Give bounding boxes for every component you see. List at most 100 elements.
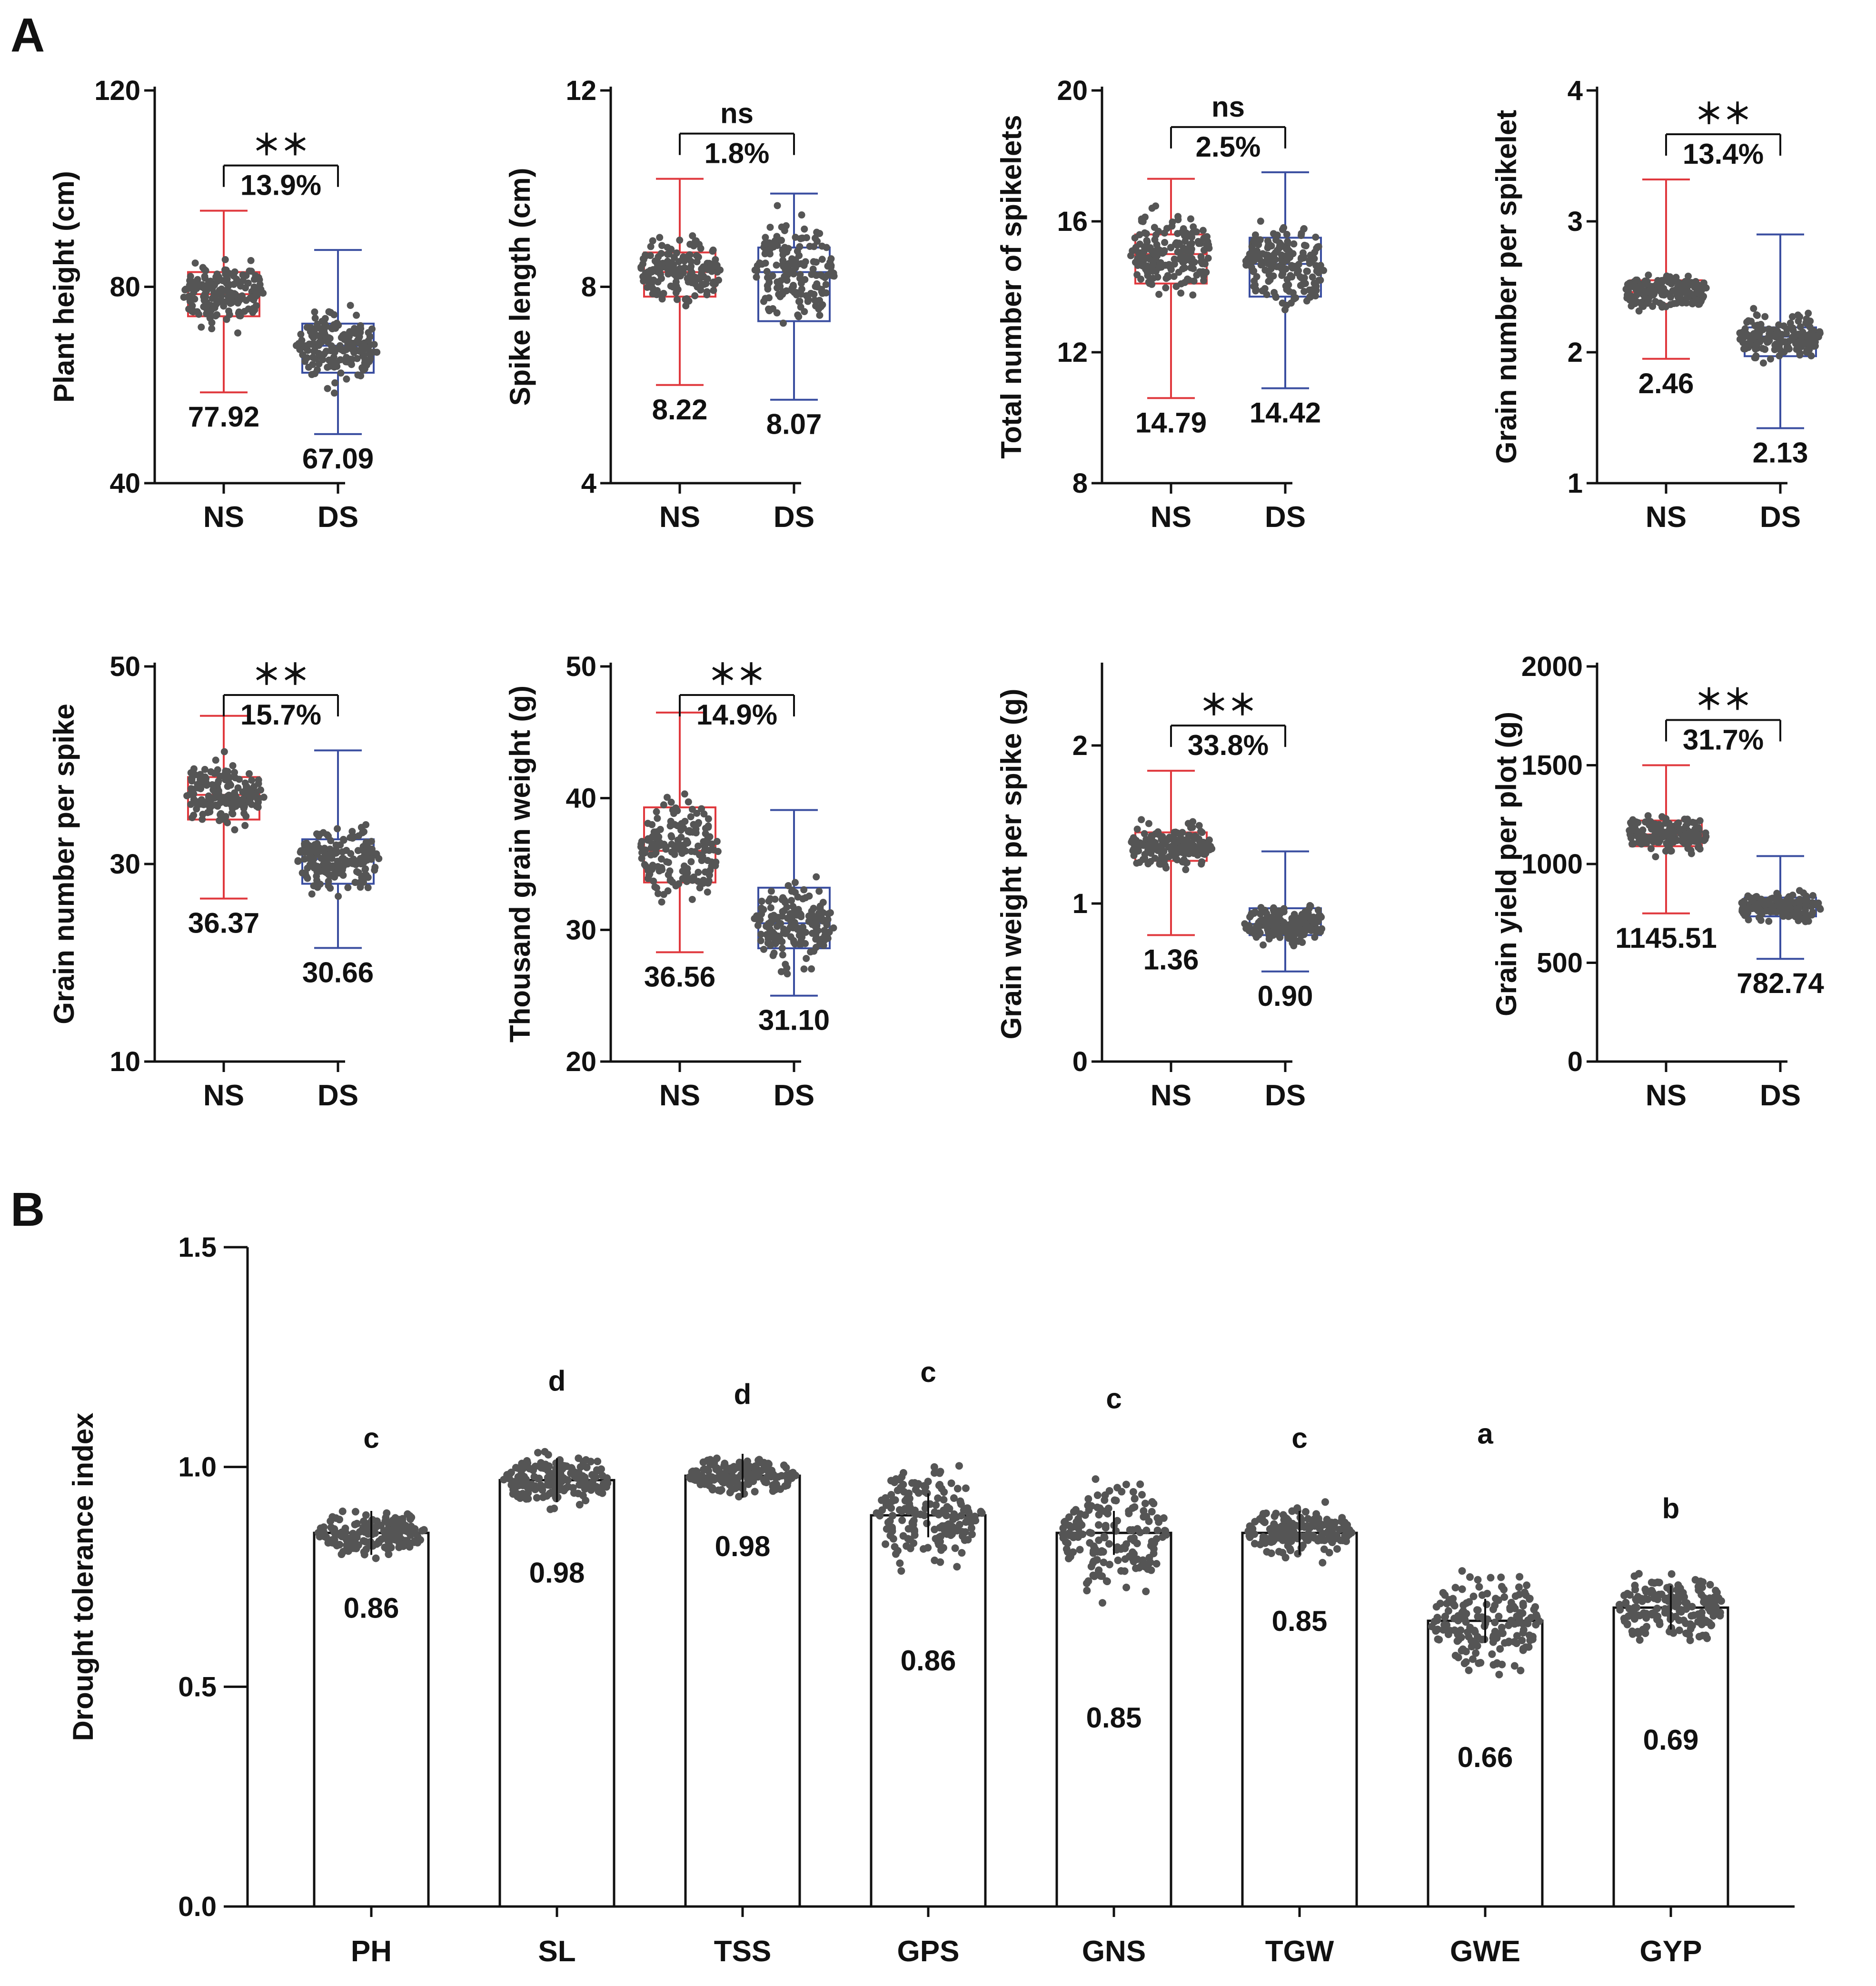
data-point: [758, 910, 765, 918]
x-category-label: GNS: [1082, 1935, 1146, 1968]
data-point: [912, 1486, 920, 1494]
data-point: [1251, 231, 1259, 239]
data-point: [1086, 1539, 1094, 1547]
data-point: [1133, 1525, 1141, 1533]
significance-letter: a: [1477, 1418, 1493, 1450]
data-point: [1148, 204, 1156, 212]
mean-value-label: 14.79: [1135, 407, 1207, 438]
mean-value-label: 8.22: [652, 394, 708, 426]
data-point: [962, 1484, 970, 1492]
data-point: [687, 813, 695, 821]
data-point: [1091, 1545, 1099, 1553]
y-tick-label: 1000: [1521, 849, 1583, 880]
boxplot-panel-7: 0 1 2 Grain weight per spike (g) NS 1.36 DS 0.9…: [995, 663, 1326, 1112]
bar: [684, 1474, 801, 1908]
data-point: [1122, 1480, 1130, 1489]
data-point: [325, 882, 332, 890]
data-point: [1160, 1514, 1168, 1522]
data-point: [1713, 1589, 1721, 1597]
data-point: [811, 297, 819, 304]
data-point: [208, 284, 216, 291]
data-point: [353, 355, 361, 362]
data-point: [303, 354, 311, 362]
data-point: [1307, 902, 1314, 910]
data-point: [703, 291, 711, 298]
data-point: [1472, 1649, 1480, 1657]
data-point: [778, 223, 785, 231]
data-point: [899, 1532, 907, 1540]
data-point: [1477, 1658, 1485, 1667]
data-point: [230, 280, 238, 288]
data-point: [762, 234, 769, 241]
data-point: [245, 770, 253, 777]
data-points: [1242, 218, 1328, 314]
data-point: [710, 1461, 718, 1469]
data-point: [814, 238, 821, 245]
data-point: [1489, 1661, 1498, 1669]
mean-value-label: 782.74: [1737, 967, 1824, 999]
data-point: [672, 804, 680, 812]
data-point: [702, 830, 709, 837]
data-points: [1615, 1569, 1725, 1644]
data-point: [808, 965, 815, 973]
data-point: [201, 765, 208, 773]
data-point: [673, 282, 680, 290]
data-point: [1155, 290, 1163, 298]
data-point: [1636, 1636, 1644, 1644]
data-point: [1264, 251, 1272, 259]
data-point: [347, 850, 355, 857]
data-point: [1670, 829, 1677, 836]
y-tick-label: 4: [1568, 75, 1583, 106]
data-point: [362, 839, 370, 846]
data-point: [688, 1470, 696, 1478]
data-point: [1466, 1573, 1474, 1581]
data-point: [383, 1509, 391, 1517]
data-point: [1198, 860, 1205, 868]
data-point: [1519, 1629, 1527, 1637]
data-point: [297, 330, 305, 338]
data-point: [1663, 272, 1670, 280]
data-point: [1118, 1488, 1126, 1496]
data-point: [184, 293, 192, 301]
data-point: [672, 266, 679, 274]
data-point: [896, 1559, 904, 1567]
mean-value-label: 36.37: [188, 907, 259, 939]
data-point: [919, 1545, 927, 1553]
data-point: [1072, 1518, 1081, 1526]
data-points: [183, 748, 268, 834]
data-point: [367, 838, 375, 845]
data-points: [1241, 902, 1326, 950]
x-category-label: TSS: [714, 1935, 772, 1968]
data-point: [1497, 1629, 1505, 1637]
data-point: [815, 936, 823, 943]
data-point: [1129, 1488, 1137, 1496]
data-point: [1474, 1606, 1482, 1614]
data-point: [1667, 1626, 1675, 1634]
data-point: [1441, 1612, 1449, 1620]
data-point: [778, 938, 786, 945]
data-point: [1661, 831, 1668, 839]
data-point: [704, 1456, 712, 1464]
data-point: [583, 1463, 591, 1471]
data-point: [1630, 1604, 1638, 1612]
data-point: [1131, 234, 1139, 242]
data-points: [1059, 1475, 1170, 1607]
data-point: [669, 848, 677, 856]
data-point: [240, 804, 248, 812]
data-point: [199, 815, 206, 823]
data-point: [972, 1517, 980, 1525]
data-point: [363, 856, 371, 864]
data-point: [1189, 818, 1197, 825]
data-point: [1517, 1667, 1525, 1675]
data-point: [1279, 1531, 1287, 1539]
data-point: [1631, 1586, 1639, 1594]
x-category-label: DS: [318, 501, 358, 534]
data-point: [666, 877, 674, 884]
data-point: [310, 348, 318, 355]
data-point: [1192, 228, 1200, 236]
data-point: [813, 228, 821, 236]
data-point: [953, 1563, 961, 1571]
data-points: [873, 1462, 986, 1575]
data-point: [1675, 1616, 1683, 1624]
bar-value-label: 0.86: [344, 1592, 399, 1624]
